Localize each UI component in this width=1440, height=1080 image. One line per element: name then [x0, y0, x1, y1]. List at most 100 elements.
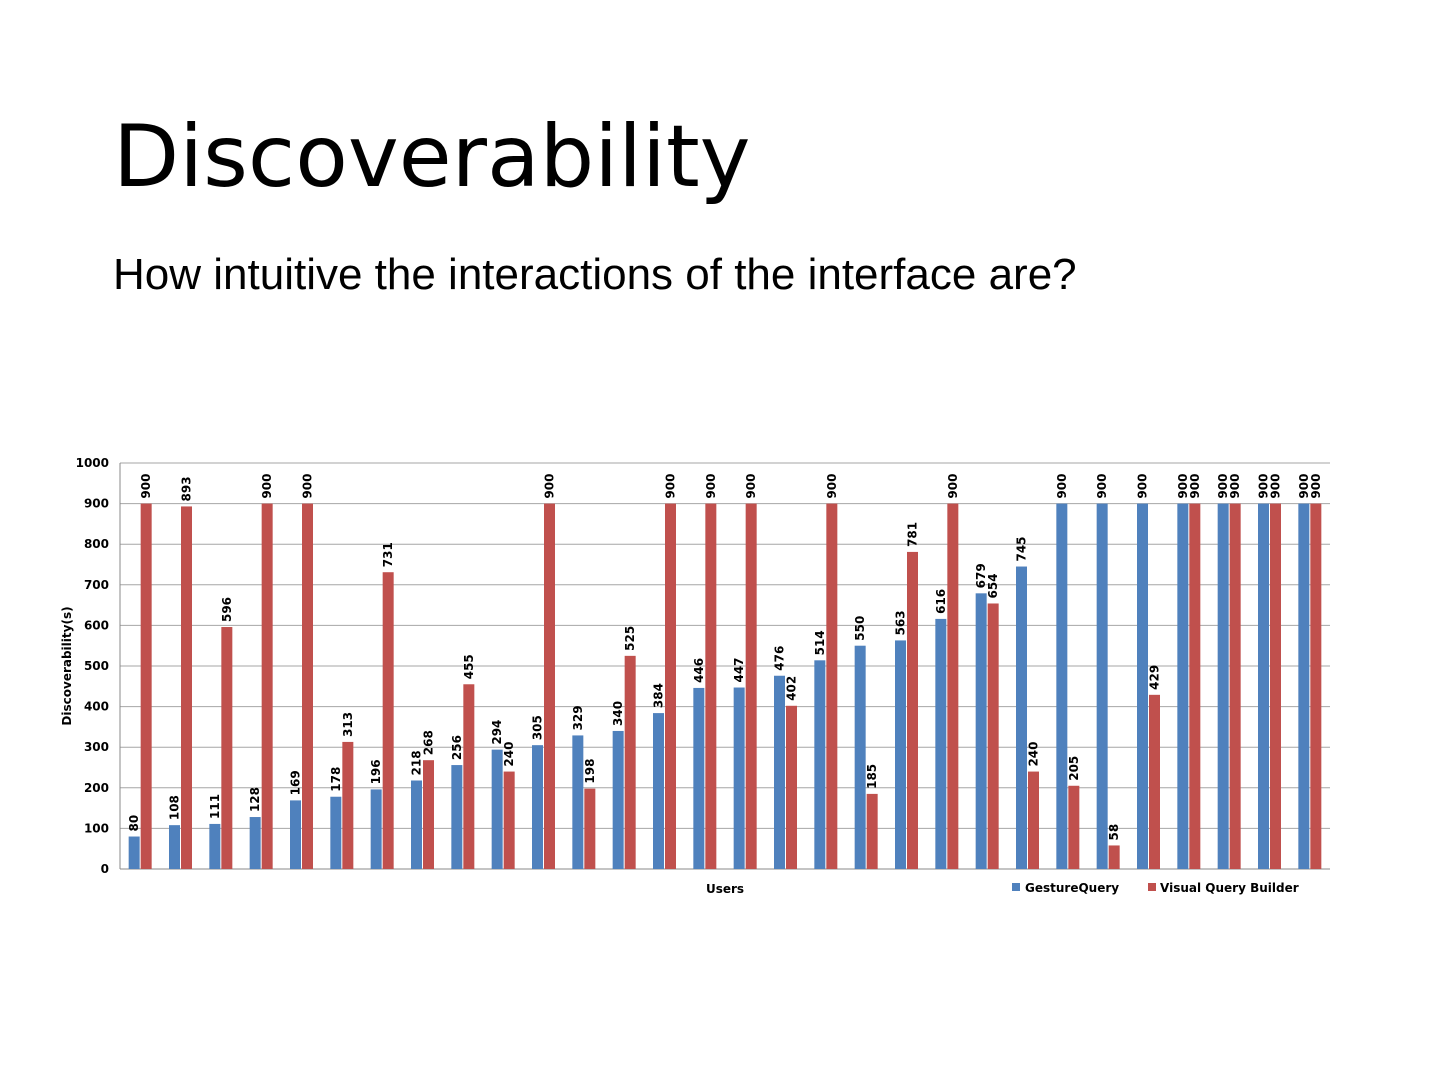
data-label: 205 [1067, 756, 1081, 781]
bar-gesturequery [935, 618, 947, 869]
bar-gesturequery [612, 730, 624, 869]
y-tick-label: 400 [84, 700, 109, 714]
legend-label-visual-query-builder: Visual Query Builder [1160, 881, 1299, 895]
data-label: 58 [1107, 824, 1121, 841]
data-label: 616 [934, 589, 948, 614]
bar-visual-query-builder [342, 741, 354, 869]
slide-subtitle: How intuitive the interactions of the in… [113, 250, 1077, 299]
bar-gesturequery [1137, 503, 1148, 869]
bar-visual-query-builder [705, 503, 717, 869]
data-label: 446 [692, 658, 706, 683]
y-axis-label: Discoverability(s) [60, 606, 74, 725]
bar-visual-query-builder [181, 506, 192, 869]
bar-gesturequery [1258, 503, 1269, 869]
bar-visual-query-builder [140, 503, 152, 869]
bar-visual-query-builder [544, 503, 555, 869]
grid-lines [120, 462, 1330, 870]
y-tick-label: 300 [84, 740, 109, 754]
x-axis-label: Users [706, 882, 744, 896]
bar-gesturequery [814, 660, 826, 869]
data-label: 654 [986, 573, 1000, 598]
bar-visual-query-builder [826, 503, 838, 869]
data-label: 900 [1257, 474, 1271, 499]
bar-visual-query-builder [1270, 503, 1281, 869]
y-tick-label: 1000 [76, 456, 109, 470]
bar-visual-query-builder [423, 760, 434, 869]
data-label: 550 [853, 616, 867, 641]
bar-gesturequery [128, 836, 140, 869]
bar-visual-query-builder [624, 655, 636, 869]
bar-visual-query-builder [1229, 503, 1241, 869]
data-label: 525 [623, 626, 637, 651]
data-label: 900 [1297, 474, 1311, 499]
bar-visual-query-builder [1310, 503, 1322, 869]
data-label: 900 [260, 474, 274, 499]
bar-gesturequery [1177, 503, 1189, 869]
data-label: 596 [220, 597, 234, 622]
data-label: 429 [1148, 665, 1162, 690]
bar-visual-query-builder [382, 572, 394, 869]
bar-gesturequery [854, 645, 866, 869]
y-tick-label: 700 [84, 578, 109, 592]
bar-gesturequery [572, 735, 584, 869]
data-label: 900 [1176, 474, 1190, 499]
bar-gesturequery [209, 823, 221, 869]
data-label: 745 [1015, 536, 1029, 561]
bar-visual-query-builder [1028, 771, 1039, 869]
data-labels: 80 108 111 128 169 178 196 218 256 294 305 329 340 38… [127, 474, 1323, 841]
bars [128, 503, 1322, 869]
y-tick-label: 100 [84, 821, 109, 835]
data-label: 218 [410, 750, 424, 775]
data-label: 900 [139, 474, 153, 499]
bar-visual-query-builder [302, 503, 313, 869]
bar-gesturequery [774, 675, 785, 869]
data-label: 455 [462, 654, 476, 679]
bar-gesturequery [330, 796, 342, 869]
data-label: 108 [168, 795, 182, 820]
data-label: 169 [289, 770, 303, 795]
y-tick-label: 600 [84, 618, 109, 632]
data-label: 900 [946, 474, 960, 499]
data-label: 900 [301, 474, 315, 499]
data-label: 900 [1095, 474, 1109, 499]
data-label: 240 [502, 741, 516, 766]
data-label: 313 [341, 712, 355, 737]
data-label: 679 [974, 563, 988, 588]
data-label: 900 [1269, 474, 1283, 499]
bar-visual-query-builder [745, 503, 757, 869]
data-label: 900 [1309, 474, 1323, 499]
bar-visual-query-builder [987, 603, 999, 869]
bar-visual-query-builder [503, 771, 515, 869]
data-label: 900 [1228, 474, 1242, 499]
data-label: 329 [571, 705, 585, 730]
data-label: 900 [664, 474, 678, 499]
data-label: 240 [1027, 741, 1041, 766]
data-label: 384 [652, 683, 666, 708]
bar-visual-query-builder [947, 503, 959, 869]
data-label: 476 [773, 646, 787, 671]
bar-visual-query-builder [221, 627, 233, 869]
bar-gesturequery [653, 713, 664, 869]
bar-visual-query-builder [665, 503, 676, 869]
bar-visual-query-builder [1189, 503, 1201, 869]
data-label: 128 [248, 787, 262, 812]
bar-gesturequery [451, 765, 463, 869]
data-label: 514 [813, 630, 827, 655]
data-label: 900 [1055, 474, 1069, 499]
data-label: 178 [329, 767, 343, 792]
data-label: 268 [422, 730, 436, 755]
bar-gesturequery [1217, 503, 1229, 869]
bar-gesturequery [249, 817, 261, 869]
bar-visual-query-builder [907, 551, 918, 869]
y-tick-label: 900 [84, 497, 109, 511]
bar-visual-query-builder [584, 788, 596, 869]
legend-label-gesturequery: GestureQuery [1025, 881, 1119, 895]
bar-gesturequery [370, 789, 382, 869]
bar-gesturequery [733, 687, 745, 869]
y-tick-label: 500 [84, 659, 109, 673]
y-tick-label: 200 [84, 781, 109, 795]
data-label: 256 [450, 735, 464, 760]
bar-gesturequery [491, 749, 503, 869]
data-label: 900 [1188, 474, 1202, 499]
